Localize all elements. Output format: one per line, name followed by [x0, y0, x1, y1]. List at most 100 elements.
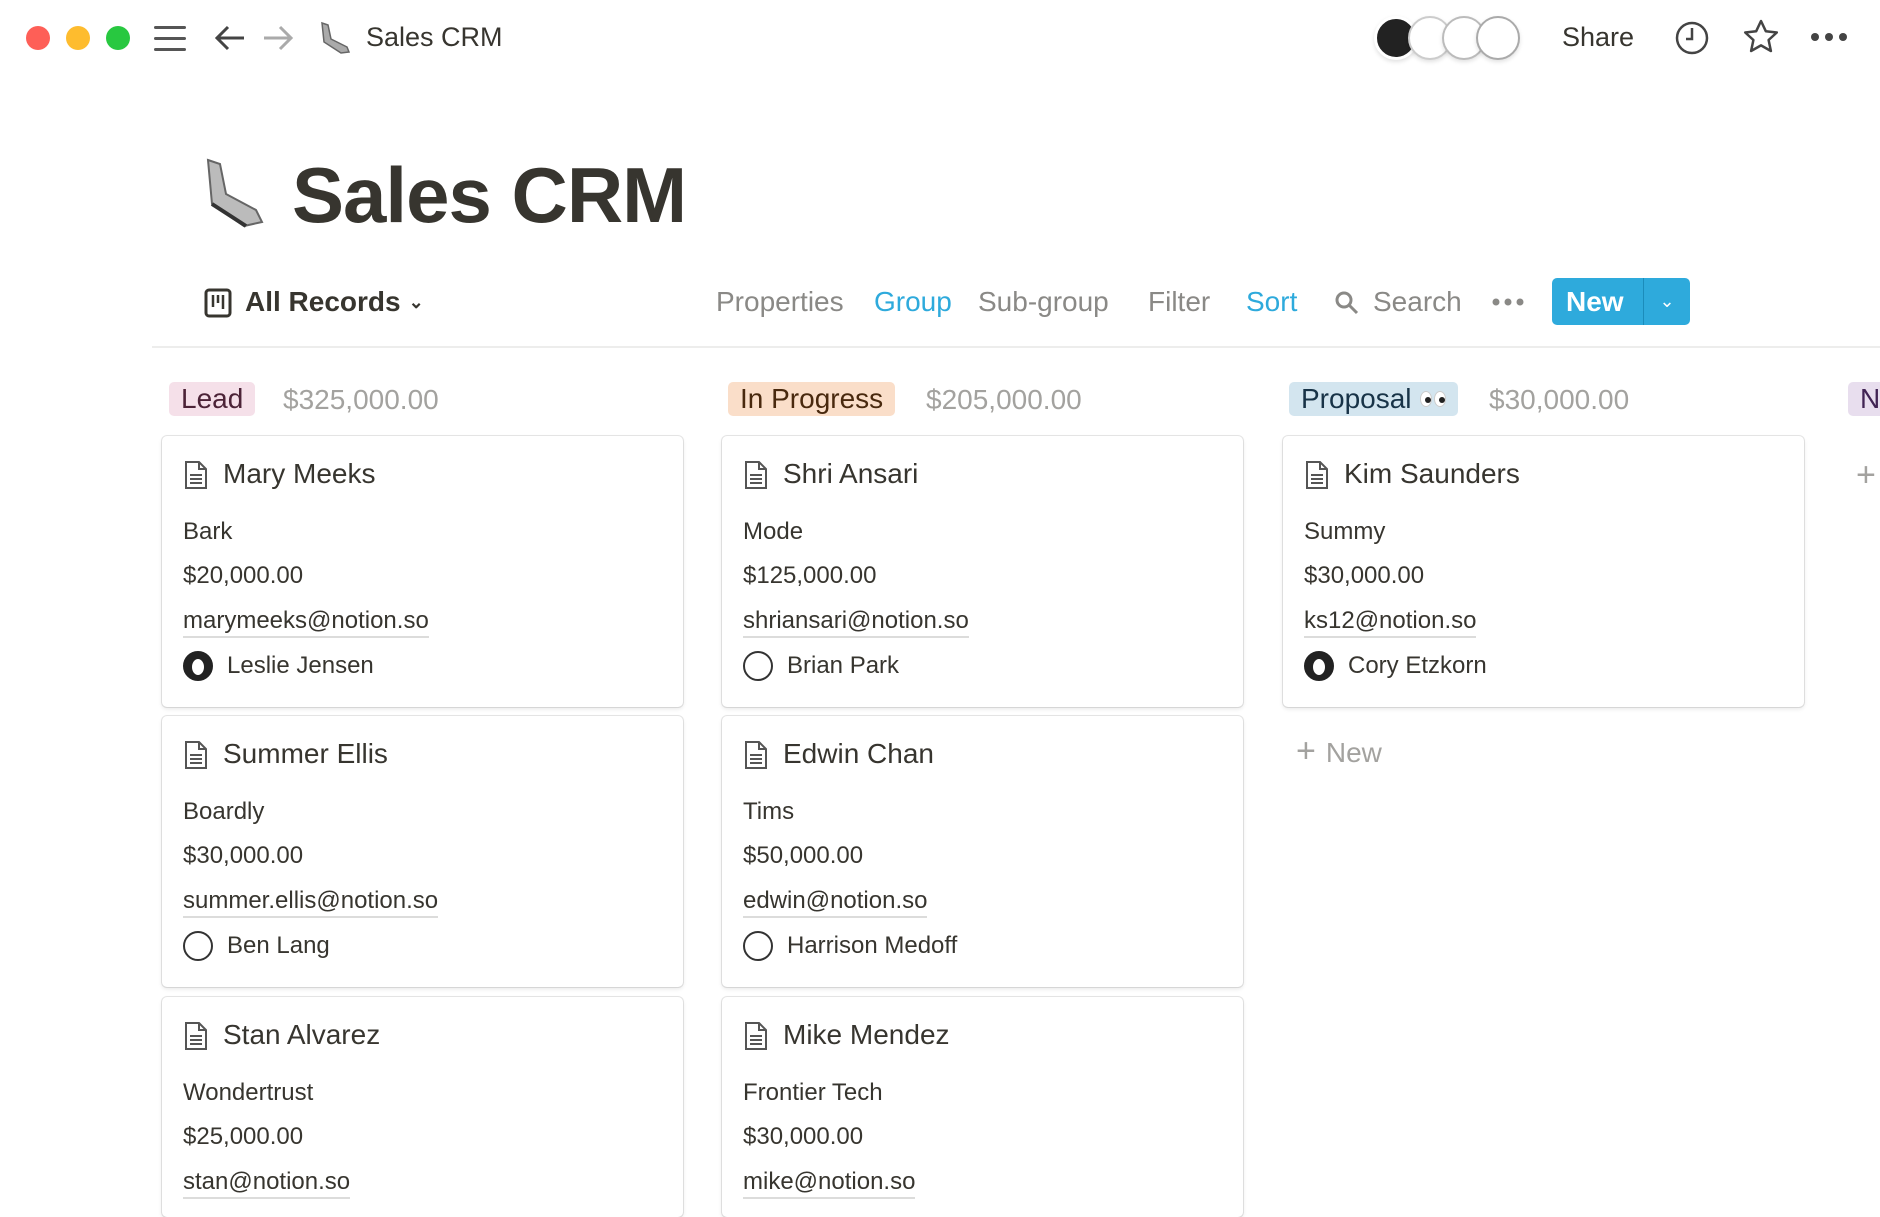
- collaborator-avatars[interactable]: [1374, 16, 1520, 60]
- record-card[interactable]: Summer Ellis Boardly $30,000.00 summer.e…: [162, 716, 683, 987]
- window-title[interactable]: Sales CRM: [366, 22, 503, 52]
- group-total: $325,000.00: [283, 384, 439, 415]
- maximize-window-button[interactable]: [106, 26, 130, 50]
- email-link[interactable]: edwin@notion.so: [743, 887, 928, 918]
- divider: [152, 346, 1880, 348]
- page-icon: [185, 461, 207, 489]
- owner: Cory Etzkorn: [1304, 651, 1487, 681]
- deal-amount: $20,000.00: [183, 562, 304, 589]
- page-icon: [745, 1022, 767, 1050]
- view-label: All Records: [245, 286, 401, 317]
- record-title: Mary Meeks: [223, 458, 376, 489]
- new-label: New: [1566, 285, 1624, 317]
- owner: Ben Lang: [183, 931, 330, 961]
- record-title: Edwin Chan: [783, 738, 934, 769]
- add-card-button[interactable]: + New: [1296, 732, 1382, 771]
- record-card[interactable]: Stan Alvarez Wondertrust $25,000.00 stan…: [162, 997, 683, 1217]
- record-card[interactable]: Kim Saunders Summy $30,000.00 ks12@notio…: [1283, 436, 1804, 707]
- page-icon: [185, 1022, 207, 1050]
- deal-amount: $125,000.00: [743, 562, 877, 589]
- owner: Leslie Jensen: [183, 651, 374, 681]
- company: Mode: [743, 518, 804, 545]
- record-title: Shri Ansari: [783, 458, 919, 489]
- record-title: Kim Saunders: [1344, 458, 1520, 489]
- history-clock-icon[interactable]: [1674, 20, 1710, 56]
- more-icon[interactable]: [1810, 32, 1848, 42]
- search-icon[interactable]: [1334, 290, 1360, 316]
- group-header-lead[interactable]: Lead: [169, 382, 256, 416]
- record-title: Stan Alvarez: [223, 1019, 381, 1050]
- record-card[interactable]: Edwin Chan Tims $50,000.00 edwin@notion.…: [722, 716, 1243, 987]
- email-link[interactable]: summer.ellis@notion.so: [183, 887, 439, 918]
- record-card[interactable]: Mike Mendez Frontier Tech $30,000.00 mik…: [722, 997, 1243, 1217]
- deal-amount: $30,000.00: [183, 842, 304, 869]
- group-total: $30,000.00: [1489, 384, 1630, 415]
- search-button[interactable]: Search: [1373, 286, 1462, 317]
- add-group-plus-icon[interactable]: +: [1856, 456, 1876, 494]
- forward-arrow-icon[interactable]: [262, 24, 294, 52]
- record-card[interactable]: Mary Meeks Bark $20,000.00 marymeeks@not…: [162, 436, 683, 707]
- email-link[interactable]: ks12@notion.so: [1304, 607, 1477, 638]
- subgroup-button[interactable]: Sub-group: [978, 286, 1109, 317]
- page-title[interactable]: Sales CRM: [292, 151, 687, 239]
- group-header-proposal[interactable]: Proposal: [1289, 382, 1458, 416]
- page-icon: [745, 741, 767, 769]
- group-header-n[interactable]: N: [1848, 382, 1880, 416]
- menu-icon[interactable]: [154, 26, 186, 59]
- avatar: [1476, 16, 1520, 60]
- company: Wondertrust: [183, 1079, 314, 1106]
- record-title: Summer Ellis: [223, 738, 388, 769]
- owner-name: Cory Etzkorn: [1348, 652, 1487, 679]
- email-link[interactable]: marymeeks@notion.so: [183, 607, 429, 638]
- avatar: [743, 931, 773, 961]
- group-label: Lead: [181, 383, 244, 414]
- back-arrow-icon[interactable]: [214, 24, 246, 52]
- avatar: [183, 651, 213, 681]
- group-header-in-progress[interactable]: In Progress: [728, 382, 896, 416]
- owner: Harrison Medoff: [743, 931, 957, 961]
- email-link[interactable]: stan@notion.so: [183, 1168, 351, 1199]
- avatar: [1304, 651, 1334, 681]
- owner-name: Leslie Jensen: [227, 652, 374, 679]
- new-record-button[interactable]: New ⌄: [1552, 278, 1690, 325]
- record-title: Mike Mendez: [783, 1019, 950, 1050]
- group-button[interactable]: Group: [874, 286, 952, 317]
- more-options-icon[interactable]: [1492, 298, 1524, 306]
- group-label: Proposal: [1301, 383, 1412, 414]
- group-label: In Progress: [740, 383, 884, 414]
- record-card[interactable]: Shri Ansari Mode $125,000.00 shriansari@…: [722, 436, 1243, 707]
- company: Tims: [743, 798, 795, 825]
- sneaker-icon: [321, 21, 351, 54]
- page-icon: [1306, 461, 1328, 489]
- deal-amount: $25,000.00: [183, 1123, 304, 1150]
- group-label: N: [1860, 383, 1880, 414]
- view-selector[interactable]: All Records ⌄: [245, 286, 424, 318]
- close-window-button[interactable]: [26, 26, 50, 50]
- eyes-icon: [1419, 391, 1446, 407]
- deal-amount: $30,000.00: [1304, 562, 1425, 589]
- owner: Brian Park: [743, 651, 899, 681]
- chevron-down-icon[interactable]: ⌄: [1659, 291, 1675, 311]
- sneaker-icon[interactable]: [198, 156, 270, 230]
- page-icon: [185, 741, 207, 769]
- email-link[interactable]: mike@notion.so: [743, 1168, 916, 1199]
- board-view-icon: [204, 288, 232, 318]
- chevron-down-icon: ⌄: [408, 291, 424, 312]
- owner-name: Harrison Medoff: [787, 932, 958, 959]
- avatar: [183, 931, 213, 961]
- share-button[interactable]: Share: [1562, 22, 1635, 52]
- owner-name: Brian Park: [787, 652, 900, 679]
- favorite-star-icon[interactable]: [1742, 18, 1780, 56]
- add-card-label: New: [1325, 737, 1382, 768]
- filter-button[interactable]: Filter: [1148, 286, 1211, 317]
- email-link[interactable]: shriansari@notion.so: [743, 607, 969, 638]
- minimize-window-button[interactable]: [66, 26, 90, 50]
- company: Bark: [183, 518, 233, 545]
- properties-button[interactable]: Properties: [716, 286, 844, 317]
- deal-amount: $30,000.00: [743, 1123, 864, 1150]
- group-total: $205,000.00: [926, 384, 1082, 415]
- avatar: [743, 651, 773, 681]
- company: Summy: [1304, 518, 1386, 545]
- sort-button[interactable]: Sort: [1246, 286, 1298, 317]
- company: Boardly: [183, 798, 265, 825]
